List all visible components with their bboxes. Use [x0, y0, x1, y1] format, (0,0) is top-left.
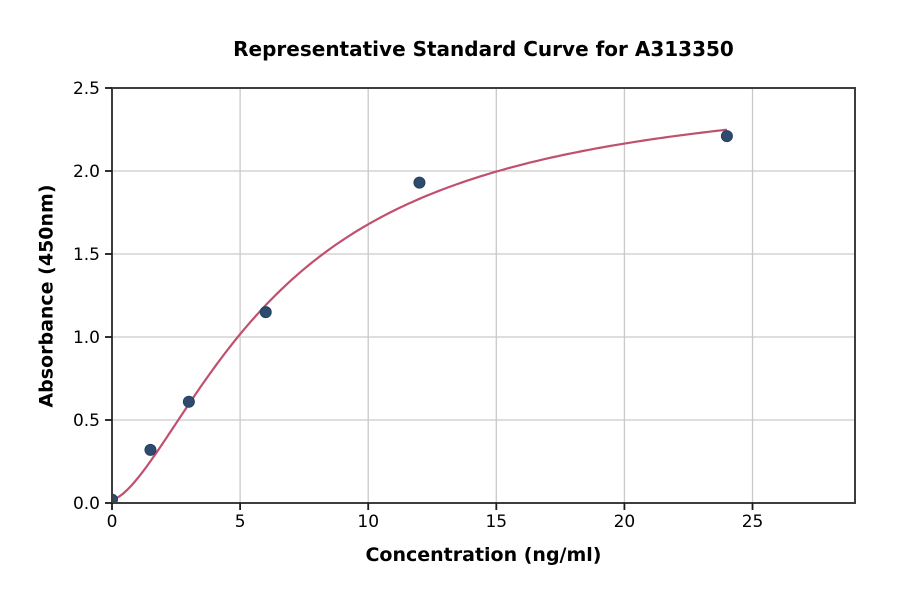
- y-tick-label: 2.0: [73, 162, 100, 182]
- y-tick-label: 0.0: [73, 494, 100, 514]
- x-tick-label: 5: [235, 512, 246, 532]
- data-point: [259, 306, 272, 319]
- y-tick-label: 2.5: [73, 79, 100, 99]
- data-point: [182, 395, 195, 408]
- x-tick-label: 25: [742, 512, 764, 532]
- x-tick-label: 0: [107, 512, 118, 532]
- y-tick-label: 1.0: [73, 328, 100, 348]
- data-point: [413, 176, 426, 189]
- data-point: [144, 443, 157, 456]
- x-tick-label: 20: [614, 512, 636, 532]
- data-point: [720, 130, 733, 143]
- plot-frame: [111, 87, 856, 504]
- x-tick-label: 10: [357, 512, 379, 532]
- y-tick-label: 0.5: [73, 411, 100, 431]
- x-tick-label: 15: [485, 512, 507, 532]
- chart-title: Representative Standard Curve for A31335…: [233, 37, 734, 61]
- x-axis-label: Concentration (ng/ml): [365, 544, 602, 566]
- y-tick-label: 1.5: [73, 245, 100, 265]
- fit-curve: [112, 128, 728, 501]
- data-point: [112, 493, 118, 503]
